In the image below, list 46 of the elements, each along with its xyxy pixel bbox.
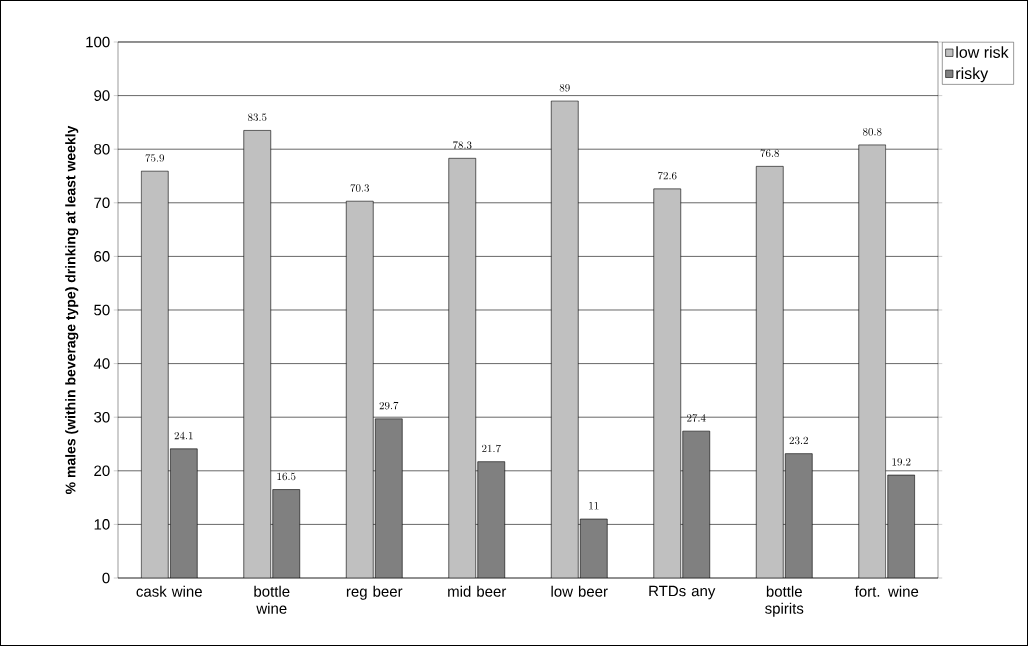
x-tick-label: cask wine bbox=[136, 585, 202, 597]
y-tick-label: 30 bbox=[94, 411, 110, 423]
data-label: 27.4 bbox=[687, 414, 706, 422]
y-tick-label: 100 bbox=[86, 36, 110, 48]
x-tick-label: reg beer bbox=[346, 585, 403, 600]
x-tick-label: RTDs any bbox=[649, 585, 716, 600]
data-label: 75.9 bbox=[145, 154, 165, 162]
x-tick-label: fort. wine bbox=[854, 585, 919, 597]
data-label: 19.2 bbox=[892, 458, 911, 466]
x-tick-label: low beer bbox=[551, 585, 608, 597]
bar bbox=[887, 474, 916, 578]
bar bbox=[579, 518, 608, 578]
data-label: 29.7 bbox=[379, 401, 399, 410]
bar bbox=[272, 489, 301, 578]
data-label: 11 bbox=[589, 502, 599, 510]
bar bbox=[477, 461, 506, 578]
legend-label: low risk bbox=[956, 46, 1009, 58]
bar bbox=[784, 453, 813, 578]
data-label: 23.2 bbox=[789, 436, 808, 445]
y-tick-label: 0 bbox=[102, 572, 110, 584]
data-label: 70.3 bbox=[350, 184, 370, 192]
data-label: 80.8 bbox=[862, 127, 882, 136]
bar bbox=[682, 430, 711, 578]
y-tick-label: 60 bbox=[94, 251, 110, 262]
bar bbox=[169, 448, 198, 578]
data-label: 21 .7 bbox=[482, 444, 501, 453]
y-tick-label: 20 bbox=[94, 465, 110, 477]
y-tick-label: 70 bbox=[94, 197, 110, 209]
y-tick-label: 40 bbox=[93, 358, 110, 369]
x-tick-label: bottle wine bbox=[254, 585, 290, 614]
y-tick-label: 90 bbox=[94, 90, 110, 101]
data-label: 72.6 bbox=[658, 171, 677, 180]
bar bbox=[374, 418, 403, 578]
x-tick-label: bottle spirits bbox=[765, 585, 804, 617]
y-tick-label: 50 bbox=[94, 304, 110, 316]
data-label: 83.5 bbox=[247, 113, 267, 122]
y-axis-title: % males (within beverage type) drinking at least weekly bbox=[65, 125, 79, 495]
y-tick-label: 10 bbox=[94, 519, 110, 530]
x-tick-label: mid beer bbox=[448, 585, 507, 597]
data-label: 78.3 bbox=[453, 141, 472, 149]
data-label: 16.5 bbox=[277, 472, 296, 481]
legend-label: risky bbox=[956, 67, 989, 83]
data-label: 89 bbox=[559, 84, 570, 92]
data-label: 24. 1 bbox=[174, 431, 193, 440]
y-tick-label: 80 bbox=[94, 143, 110, 155]
data-label: 76.8 bbox=[760, 149, 780, 157]
